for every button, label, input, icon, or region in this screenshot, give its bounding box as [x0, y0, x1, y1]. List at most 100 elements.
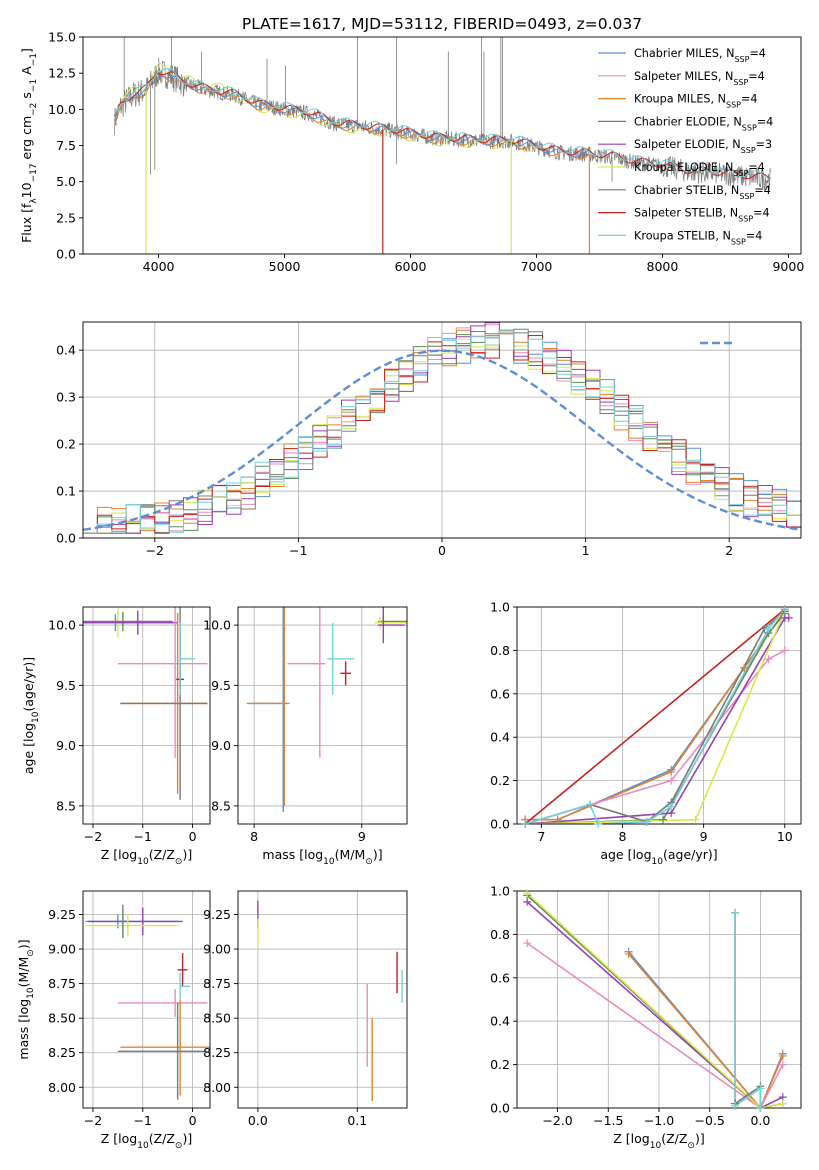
- x-tick-label: 0.0: [248, 1113, 268, 1128]
- plot-area: [526, 892, 784, 1108]
- axes-frame: [516, 606, 802, 825]
- plot-area: [85, 904, 210, 1100]
- mass-weight-series-line: [627, 953, 784, 1108]
- data-point-marker: [667, 776, 676, 785]
- x-tick-label: 5000: [269, 259, 301, 274]
- mass-weight-series-line: [526, 892, 783, 1108]
- y-tick-label: 7.5: [56, 138, 76, 153]
- y-tick-label: 0.3: [56, 390, 76, 405]
- mass-weight-series-line: [734, 912, 762, 1108]
- y-tick-label: 0.2: [56, 437, 76, 452]
- legend-label: Kroupa ELODIE, NSSP=4: [634, 161, 765, 178]
- axes-frame: [82, 890, 211, 1109]
- y-tick-label: 10.0: [48, 618, 76, 633]
- y-tick-label: 5.0: [56, 174, 76, 189]
- y-tick-label: 8.00: [48, 1080, 76, 1095]
- y-tick-label: 8.00: [203, 1080, 231, 1095]
- mass-weight-vs-metallicity-panel: −2.0 −1.5 −1.0 −0.5 0.0 0.0 0.2 0.4 0.6 0.8 1.0 Z […: [490, 884, 802, 1151]
- y-axis-label: Flux [fλ10−17 erg cm−2 s−1 A−1]: [19, 48, 39, 243]
- residual-histogram-step: [83, 322, 801, 534]
- x-tick-label: 0: [438, 543, 446, 558]
- y-tick-label: 0.0: [490, 1101, 510, 1116]
- model-fit-line: [114, 67, 771, 180]
- plot-area: [114, 37, 772, 254]
- y-tick-label: 0.2: [490, 1057, 510, 1072]
- plot-area: [83, 322, 801, 534]
- y-tick-label: 9.0: [211, 738, 231, 753]
- y-tick-label: 0.4: [56, 343, 76, 358]
- x-tick-label: −2: [84, 829, 102, 844]
- y-tick-label: 0.8: [490, 927, 510, 942]
- legend-label: Chabrier MILES, NSSP=4: [634, 47, 766, 64]
- figure-title: PLATE=1617, MJD=53112, FIBERID=0493, z=0…: [242, 15, 642, 33]
- data-point-marker: [780, 605, 789, 614]
- x-tick-label: −1.0: [644, 1113, 674, 1128]
- x-tick-label: 0: [189, 829, 197, 844]
- y-tick-label: 0.0: [56, 531, 76, 546]
- data-point-marker: [780, 646, 789, 655]
- data-point-marker: [523, 939, 532, 948]
- y-tick-label: 0.6: [490, 686, 510, 701]
- data-point-marker: [521, 820, 530, 828]
- y-tick-label: 8.75: [48, 976, 76, 991]
- y-axis-label: mass [log10(M/M⊙)]: [16, 939, 36, 1059]
- x-tick-label: 6000: [395, 259, 427, 274]
- x-tick-label: −1: [134, 829, 152, 844]
- y-tick-label: 10.0: [203, 618, 231, 633]
- age-vs-mass-panel: 8 9 8.5 9.0 9.5 10.0 mass [log10(M/M⊙)]: [203, 606, 408, 867]
- residuals-panel: −2 −1 0 1 2 0.0 0.1 0.2 0.3 0.4: [56, 321, 802, 558]
- y-tick-label: 9.00: [48, 942, 76, 957]
- x-tick-label: 9: [358, 829, 366, 844]
- x-tick-label: −1.5: [593, 1113, 623, 1128]
- age-vs-metallicity-panel: −2 −1 0 8.5 9.0 9.5 10.0 Z [log10(Z/Z⊙)] age [lo…: [21, 606, 211, 867]
- y-tick-label: 0.1: [56, 484, 76, 499]
- x-tick-label: −0.5: [695, 1113, 725, 1128]
- plot-area: [257, 900, 403, 1102]
- x-axis-label: mass [log10(M/M⊙)]: [262, 847, 382, 867]
- data-point-marker: [691, 815, 700, 824]
- plot-area: [83, 607, 208, 800]
- data-point-marker: [659, 815, 668, 824]
- mass-weight-series-line: [525, 610, 786, 821]
- spectrum-legend: Chabrier MILES, NSSP=4 Salpeter MILES, NS…: [598, 47, 773, 246]
- y-tick-label: 2.5: [56, 210, 76, 225]
- legend-label: Salpeter STELIB, NSSP=4: [634, 207, 770, 224]
- y-tick-label: 10.0: [48, 102, 76, 117]
- y-tick-label: 9.5: [56, 678, 76, 693]
- y-tick-label: 0.4: [490, 730, 510, 745]
- y-tick-label: 9.00: [203, 942, 231, 957]
- x-tick-label: −2.0: [542, 1113, 572, 1128]
- data-point-marker: [764, 624, 773, 633]
- mass-weight-series-line: [525, 617, 789, 824]
- y-tick-label: 8.25: [203, 1045, 231, 1060]
- mass-weight-series-line: [526, 942, 784, 1108]
- x-tick-label: 2: [725, 543, 733, 558]
- y-tick-label: 0.8: [490, 643, 510, 658]
- x-tick-label: 7000: [521, 259, 553, 274]
- y-tick-label: 0.0: [490, 817, 510, 832]
- x-tick-label: −1: [289, 543, 307, 558]
- axes-frame: [237, 890, 408, 1109]
- residual-histogram-step: [83, 329, 801, 534]
- x-tick-label: 4000: [143, 259, 175, 274]
- y-tick-label: 0.4: [490, 1014, 510, 1029]
- mass-weight-series-line: [525, 610, 786, 821]
- mass-weight-series-line: [734, 912, 762, 1108]
- mass-weight-series-line: [627, 951, 784, 1108]
- x-tick-label: 0.0: [750, 1113, 770, 1128]
- x-tick-label: −2: [146, 543, 164, 558]
- data-point-marker: [667, 802, 676, 811]
- plot-area: [524, 608, 789, 824]
- x-axis-label: Z [log10(Z/Z⊙)]: [101, 847, 192, 867]
- data-point-marker: [667, 767, 676, 776]
- x-axis-label: age [log10(age/yr)]: [600, 847, 717, 867]
- y-tick-label: 0.0: [56, 247, 76, 262]
- x-tick-label: 8: [250, 829, 258, 844]
- y-tick-label: 8.50: [48, 1011, 76, 1026]
- y-tick-label: 8.5: [211, 798, 231, 813]
- data-point-marker: [778, 1099, 787, 1108]
- data-point-marker: [778, 1060, 787, 1069]
- x-tick-label: 1: [582, 543, 590, 558]
- y-tick-label: 1.0: [490, 884, 510, 899]
